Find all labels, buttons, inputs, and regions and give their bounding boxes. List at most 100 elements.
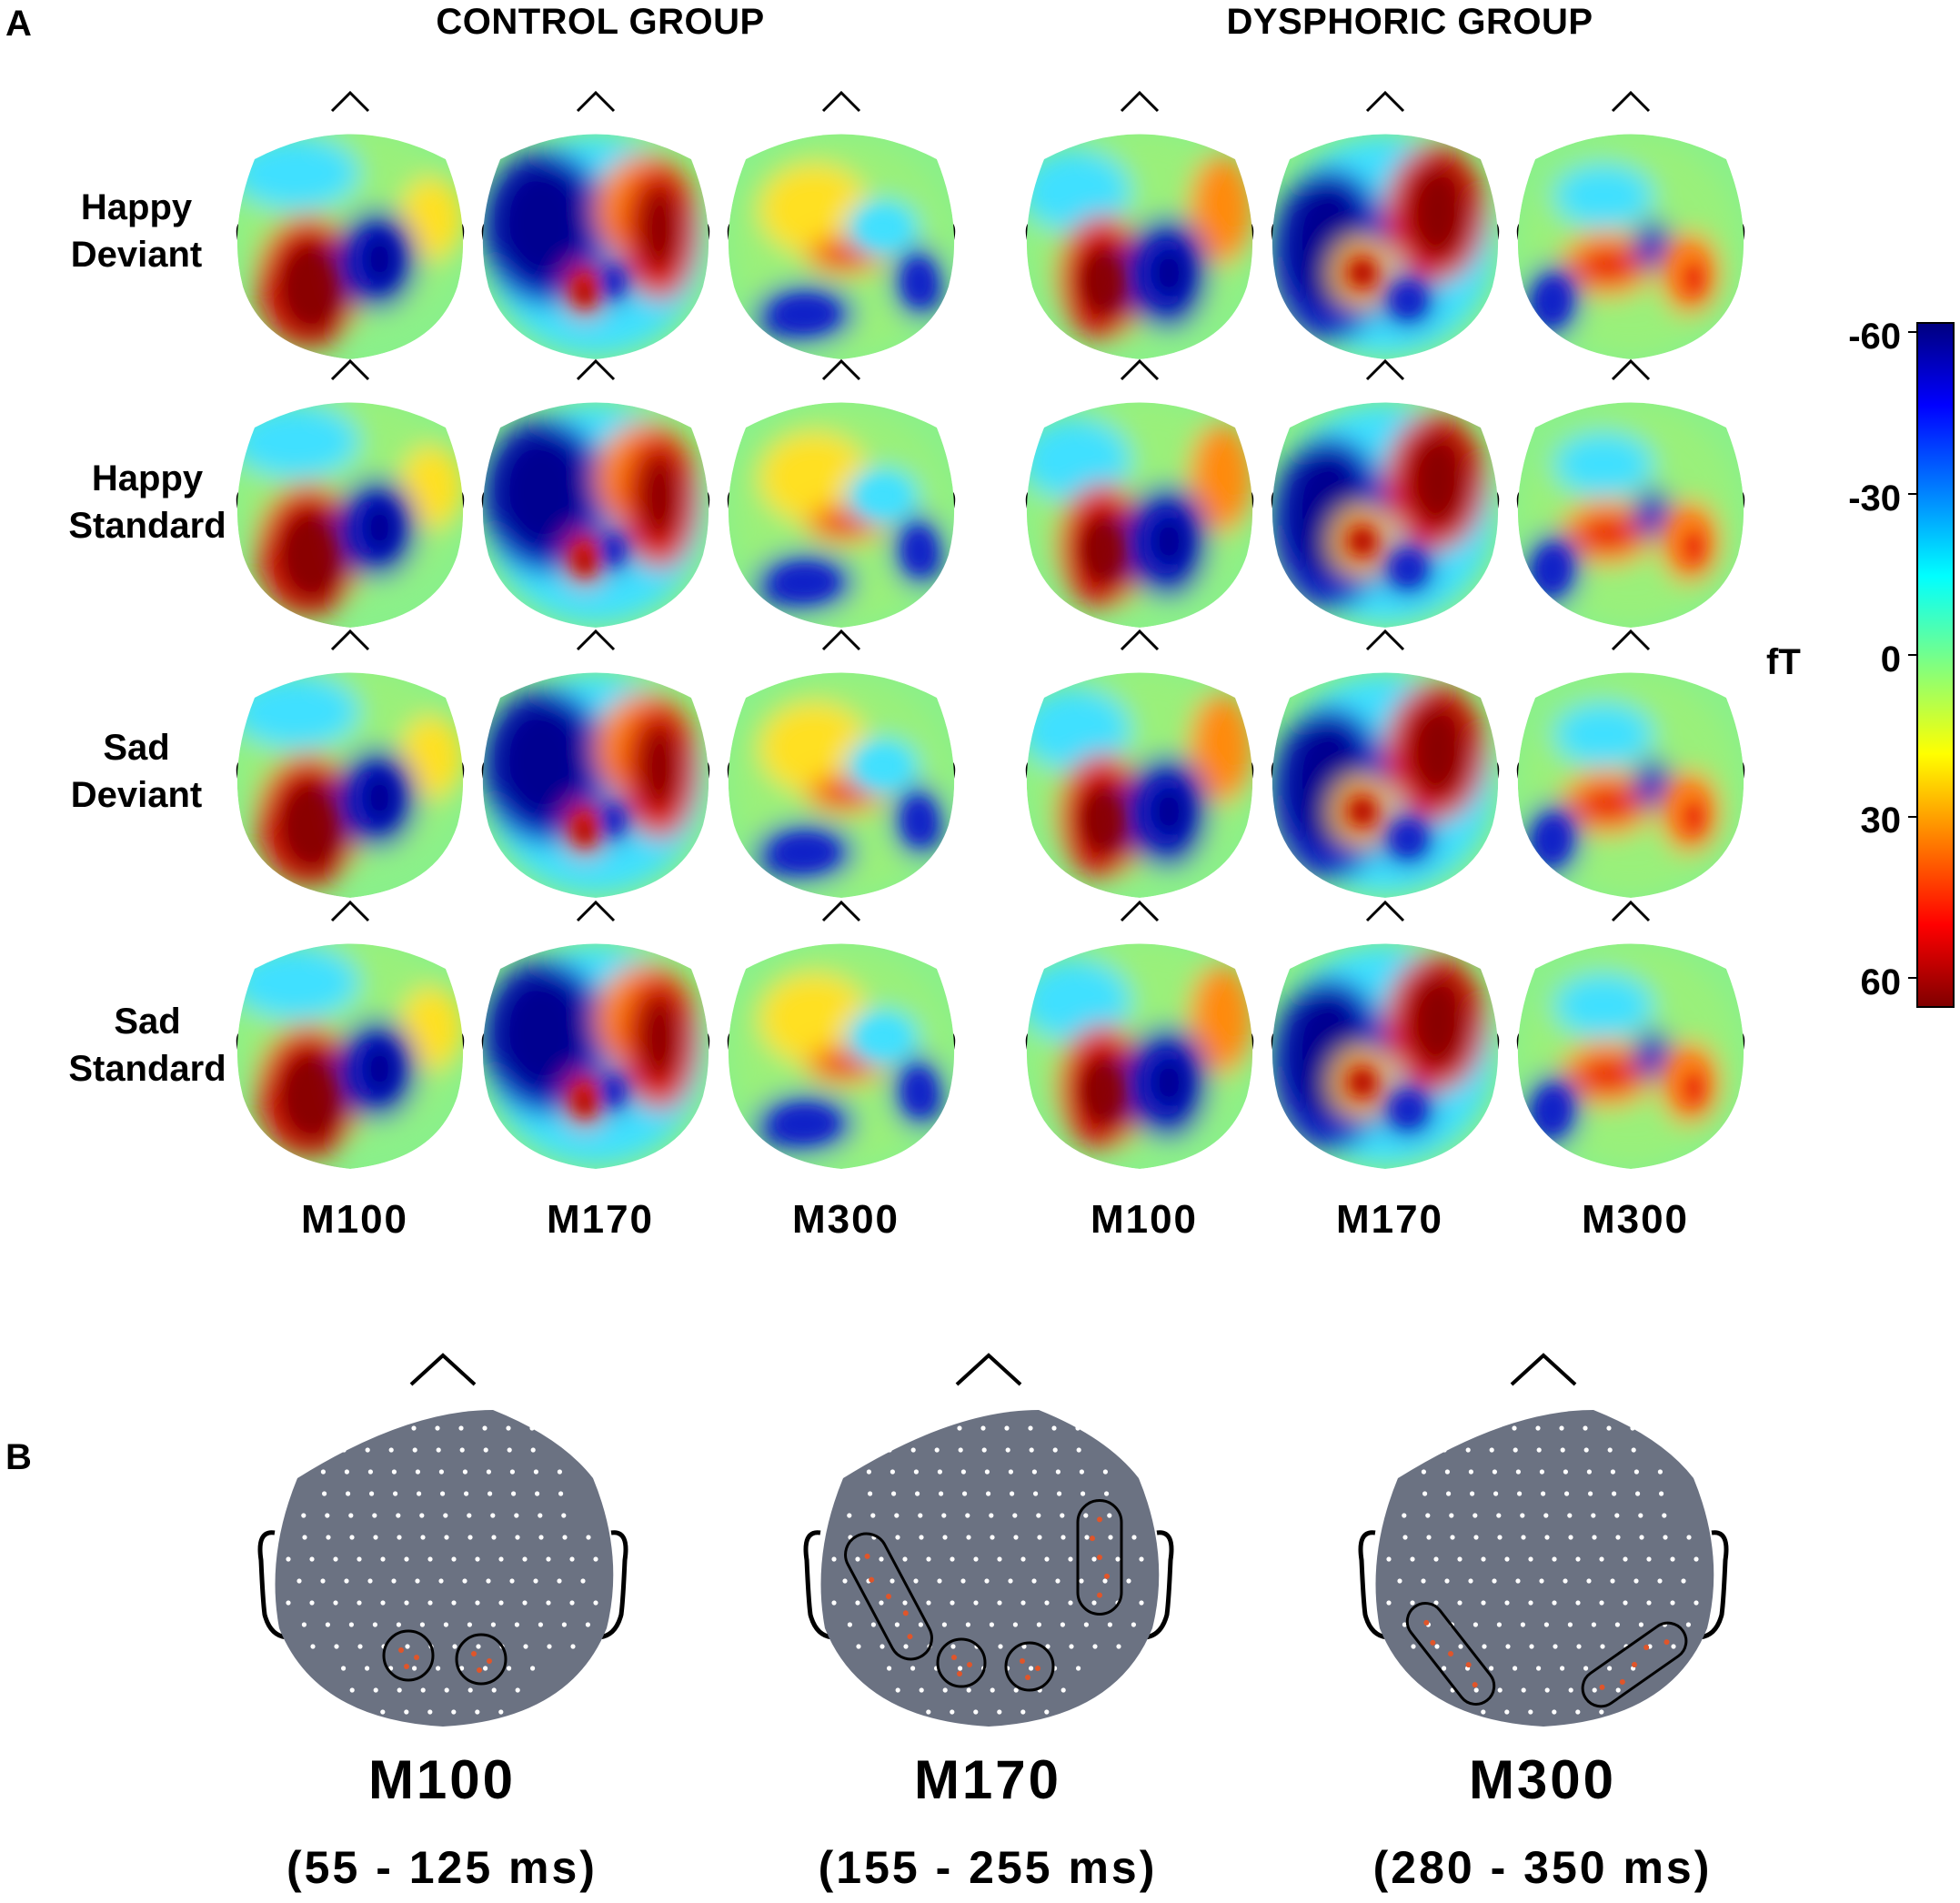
nose-marker — [1611, 358, 1651, 381]
sensor-dot — [459, 1447, 465, 1453]
sensor-dot — [369, 1491, 375, 1496]
sensor-dot — [427, 1600, 433, 1606]
sensor-dot — [1615, 1687, 1621, 1693]
sensor-dot — [1446, 1491, 1452, 1496]
sensor-dot — [1020, 1709, 1026, 1715]
sensor-dot — [1599, 1556, 1604, 1562]
sensor-dot — [1492, 1578, 1497, 1584]
sensor-dot — [397, 1535, 402, 1540]
sensor-dot — [1575, 1709, 1581, 1715]
sensor-dot — [1465, 1447, 1471, 1453]
sensor-dot — [870, 1622, 876, 1627]
sensor-dot — [1031, 1469, 1037, 1475]
panel-b-window-m170: (155 - 255 ms) — [818, 1842, 1158, 1893]
topomap-happy-standard-control-m100 — [236, 358, 465, 628]
sensor-dot — [436, 1666, 441, 1671]
sensor-dot — [491, 1535, 497, 1540]
sensor-dot — [958, 1447, 963, 1453]
left-ear — [803, 1530, 833, 1640]
sensor-dot — [1020, 1600, 1026, 1606]
sensor-dot — [344, 1469, 349, 1475]
sensor-dot — [1635, 1491, 1641, 1496]
sensor-dot — [467, 1687, 473, 1693]
sensor-dot — [997, 1600, 1002, 1606]
sensor-dot — [980, 1425, 986, 1431]
sensor-dot — [1575, 1600, 1581, 1606]
sensor-dot — [1116, 1644, 1121, 1649]
sensor-dot — [570, 1644, 576, 1649]
sensor-dot — [391, 1578, 397, 1584]
sensor-dot — [1426, 1535, 1432, 1540]
sensor-dot — [451, 1600, 457, 1606]
selected-sensor — [1465, 1662, 1472, 1668]
sensor-dot — [443, 1622, 448, 1627]
sensor-dot — [856, 1644, 861, 1649]
sensor-dot — [1563, 1469, 1568, 1475]
sensor-dot — [580, 1578, 586, 1584]
sensor-dot — [515, 1687, 520, 1693]
sensor-dot — [1614, 1513, 1620, 1518]
colorbar — [1916, 322, 1955, 1008]
sensor-dot — [1671, 1644, 1676, 1649]
sensor-region — [844, 1532, 933, 1661]
sensor-layout-m170 — [803, 1353, 1174, 1727]
sensor-dot — [569, 1600, 575, 1606]
sensor-dot — [879, 1644, 885, 1649]
sensor-dot — [965, 1622, 970, 1627]
sensor-dot — [926, 1600, 931, 1606]
sensor-dot — [1083, 1622, 1089, 1627]
selected-sensor — [1472, 1682, 1478, 1688]
sensor-dot — [1402, 1513, 1407, 1518]
sensor-dot — [404, 1556, 409, 1562]
sensor-dot — [1633, 1469, 1639, 1475]
sensor-dot — [348, 1513, 354, 1518]
sensor-dot — [1520, 1622, 1525, 1627]
sensor-dot — [309, 1556, 315, 1562]
sensor-dot — [1068, 1600, 1073, 1606]
sensor-dot — [1076, 1447, 1081, 1453]
sensor-dot — [1529, 1644, 1534, 1649]
selected-sensor — [1035, 1666, 1040, 1671]
sensor-dot — [344, 1578, 349, 1584]
sensor-dot — [1586, 1578, 1592, 1584]
sensor-dot — [913, 1469, 919, 1475]
sensor-dot — [1421, 1578, 1426, 1584]
sensor-dot — [415, 1469, 420, 1475]
sensor-dot — [986, 1491, 991, 1496]
sensor-dot — [365, 1447, 370, 1453]
sensor-dot — [387, 1425, 393, 1431]
sensor-dot — [1012, 1622, 1018, 1627]
sensor-dot — [1402, 1535, 1408, 1540]
topomap-happy-deviant-control-m170 — [481, 90, 710, 359]
sensor-dot — [1031, 1578, 1037, 1584]
sensor-dot — [842, 1578, 848, 1584]
sensor-dot — [515, 1535, 520, 1540]
sensor-dot — [1607, 1447, 1613, 1453]
sensor-dot — [1482, 1644, 1487, 1649]
topomap-happy-deviant-control-m300 — [727, 90, 956, 359]
sensor-dot — [966, 1687, 971, 1693]
sensor-dot — [561, 1513, 567, 1518]
sensor-region — [1076, 1499, 1123, 1616]
nose-marker — [1365, 629, 1405, 651]
sensor-dot — [1638, 1513, 1643, 1518]
sensor-dot — [1686, 1535, 1692, 1540]
sensor-dot — [491, 1687, 497, 1693]
selected-sensor — [886, 1594, 891, 1599]
nose-marker — [1120, 900, 1160, 922]
sensor-dot — [1515, 1469, 1521, 1475]
sensor-dot — [1449, 1513, 1454, 1518]
head-outline — [275, 1410, 614, 1727]
sensor-dot — [420, 1687, 426, 1693]
sensor-dot — [1442, 1447, 1447, 1453]
sensor-dot — [562, 1535, 568, 1540]
sensor-dot — [1543, 1513, 1549, 1518]
sensor-dot — [490, 1622, 496, 1627]
sensor-dot — [533, 1469, 538, 1475]
sensor-dot — [1592, 1535, 1597, 1540]
topomap-happy-deviant-dysphoric-m300 — [1516, 90, 1745, 359]
sensor-dot — [1663, 1535, 1668, 1540]
selected-sensor — [957, 1671, 962, 1676]
sensor-dot — [1079, 1469, 1084, 1475]
